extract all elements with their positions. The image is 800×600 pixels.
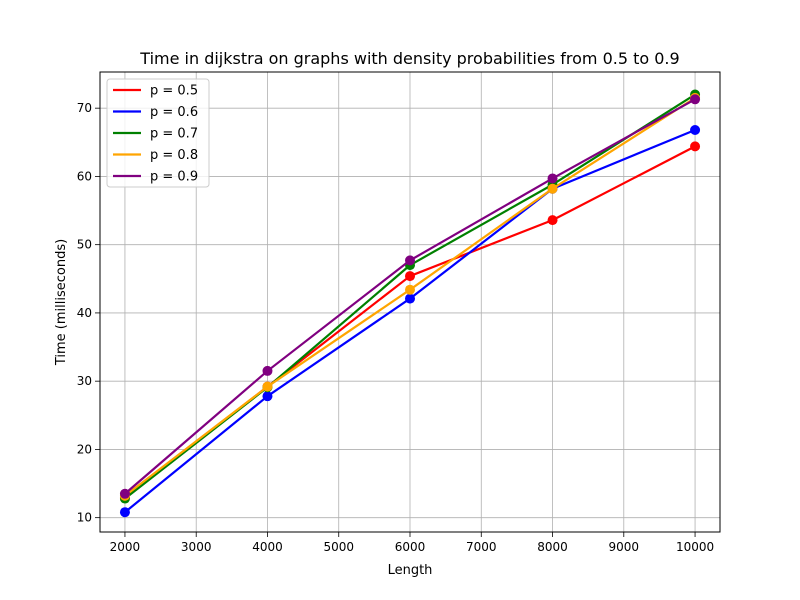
data-point xyxy=(262,381,273,392)
data-point xyxy=(262,391,273,402)
y-tick-label: 70 xyxy=(77,101,92,115)
data-point xyxy=(405,284,415,295)
data-point xyxy=(119,488,130,499)
axis-ticks: 2000 3000 4000 5000 6000 7000 8000 9000 10000 10 2… xyxy=(77,101,714,554)
data-point xyxy=(547,215,558,226)
legend: p = 0.5 p = 0.6 p = 0.7 p = 0.8 p = 0.9 xyxy=(106,78,210,188)
x-axis-label: Length xyxy=(388,563,433,578)
data-point xyxy=(262,365,273,376)
data-point xyxy=(690,94,701,105)
data-point xyxy=(547,173,558,184)
data-point xyxy=(405,255,415,266)
legend-label: p = 0.5 xyxy=(150,84,198,99)
data-point xyxy=(690,141,701,152)
y-tick-label: 20 xyxy=(77,442,92,456)
x-tick-label: 6000 xyxy=(395,540,426,554)
y-tick-label: 40 xyxy=(77,306,92,320)
legend-box xyxy=(106,78,210,188)
data-point xyxy=(405,271,415,282)
legend-label: p = 0.7 xyxy=(150,127,198,142)
series-lines xyxy=(119,89,701,518)
x-tick-label: 4000 xyxy=(252,540,283,554)
data-point xyxy=(690,125,701,136)
x-tick-label: 7000 xyxy=(466,540,497,554)
y-axis-label: Time (milliseconds) xyxy=(54,239,69,366)
x-tick-label: 3000 xyxy=(181,540,212,554)
data-point xyxy=(119,507,130,518)
legend-label: p = 0.6 xyxy=(150,105,198,120)
x-tick-label: 8000 xyxy=(537,540,568,554)
chart-title: Time in dijkstra on graphs with density … xyxy=(139,49,679,68)
y-tick-label: 50 xyxy=(77,238,92,252)
y-tick-label: 10 xyxy=(77,511,92,525)
x-tick-label: 5000 xyxy=(323,540,354,554)
data-point xyxy=(547,183,558,194)
legend-label: p = 0.9 xyxy=(150,170,198,185)
legend-label: p = 0.8 xyxy=(150,148,198,163)
y-tick-label: 60 xyxy=(77,169,92,183)
x-tick-label: 10000 xyxy=(676,540,714,554)
data-point xyxy=(405,293,415,304)
x-tick-label: 2000 xyxy=(110,540,141,554)
y-tick-label: 30 xyxy=(77,374,92,388)
x-tick-label: 9000 xyxy=(609,540,640,554)
